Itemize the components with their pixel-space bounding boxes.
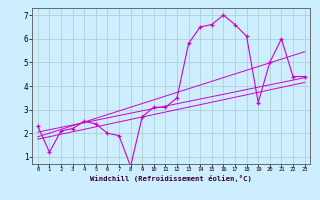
X-axis label: Windchill (Refroidissement éolien,°C): Windchill (Refroidissement éolien,°C) — [90, 175, 252, 182]
